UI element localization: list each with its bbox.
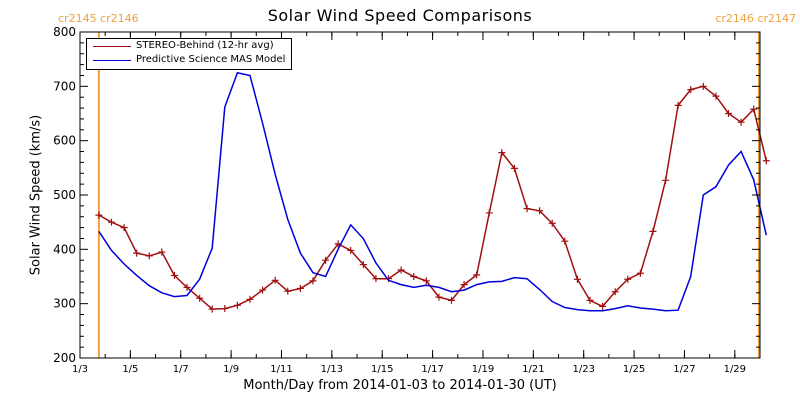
legend-item-stereo: STEREO-Behind (12-hr avg)	[87, 40, 291, 53]
data-point-stereo	[674, 101, 682, 109]
data-point-stereo	[611, 288, 619, 296]
data-point-stereo	[725, 110, 733, 117]
legend-label-mas: Predictive Science MAS Model	[136, 54, 286, 65]
x-tick-label: 1/17	[421, 364, 443, 375]
x-tick-label: 1/21	[522, 364, 544, 375]
data-point-stereo	[762, 157, 770, 165]
data-point-stereo	[447, 296, 455, 304]
data-point-stereo	[233, 301, 241, 309]
data-point-stereo	[460, 281, 468, 289]
data-point-stereo	[372, 275, 380, 283]
x-tick-label: 1/11	[270, 364, 292, 375]
data-point-stereo	[737, 118, 745, 126]
x-tick-label: 1/27	[673, 364, 695, 375]
x-tick-label: 1/29	[724, 364, 746, 375]
series-line-stereo	[98, 85, 768, 310]
carrington-label-left: cr2145 cr2146	[58, 12, 139, 25]
data-point-stereo	[120, 224, 128, 232]
legend-swatch-stereo	[93, 46, 131, 47]
data-point-stereo	[536, 207, 544, 215]
legend-label-stereo: STEREO-Behind (12-hr avg)	[136, 40, 274, 51]
series-line-mas	[98, 71, 768, 312]
data-point-stereo	[107, 218, 115, 226]
data-point-stereo	[586, 296, 594, 304]
x-tick-label: 1/5	[122, 364, 138, 375]
data-point-stereo	[309, 277, 317, 285]
x-tick-label: 1/19	[472, 364, 494, 375]
x-tick-label: 1/25	[623, 364, 645, 375]
data-point-stereo	[347, 246, 355, 254]
data-point-stereo	[322, 256, 330, 264]
y-tick-label: 500	[53, 188, 76, 202]
data-point-stereo	[599, 302, 607, 310]
data-point-stereo	[296, 284, 304, 292]
x-tick-label: 1/3	[72, 364, 88, 375]
x-tick-label: 1/15	[371, 364, 393, 375]
data-point-stereo	[435, 293, 443, 301]
carrington-label-right: cr2146 cr2147	[715, 12, 796, 25]
data-point-stereo	[221, 305, 229, 313]
data-point-stereo	[133, 249, 141, 257]
data-point-stereo	[561, 237, 569, 245]
data-point-stereo	[422, 277, 430, 285]
data-point-stereo	[170, 271, 178, 279]
data-point-stereo	[359, 261, 367, 269]
data-point-stereo	[397, 266, 405, 274]
y-tick-label: 700	[53, 79, 76, 93]
data-point-stereo	[284, 287, 292, 295]
y-tick-label: 600	[53, 134, 76, 148]
data-point-stereo	[498, 149, 506, 157]
data-point-stereo	[523, 205, 531, 213]
data-point-stereo	[196, 294, 204, 302]
data-point-stereo	[662, 176, 670, 184]
chart-title: Solar Wind Speed Comparisons	[267, 6, 533, 25]
data-point-stereo	[246, 295, 254, 303]
data-point-stereo	[510, 164, 518, 172]
x-axis-label: Month/Day from 2014-01-03 to 2014-01-30 …	[243, 378, 557, 393]
data-point-stereo	[699, 82, 707, 90]
data-point-stereo	[712, 92, 720, 100]
x-tick-label: 1/9	[223, 364, 239, 375]
legend-item-mas: Predictive Science MAS Model	[87, 54, 291, 67]
y-tick-label: 200	[53, 351, 76, 365]
data-point-stereo	[636, 269, 644, 277]
data-point-stereo	[473, 271, 481, 279]
data-point-stereo	[624, 275, 632, 283]
y-axis-label: Solar Wind Speed (km/s)	[28, 114, 44, 276]
data-point-stereo	[485, 209, 493, 217]
y-tick-label: 800	[53, 25, 76, 39]
legend-swatch-mas	[93, 60, 131, 61]
data-point-stereo	[208, 305, 216, 313]
data-point-stereo	[410, 273, 418, 280]
data-point-stereo	[548, 219, 556, 227]
x-tick-label: 1/7	[173, 364, 189, 375]
data-point-stereo	[259, 286, 267, 294]
data-point-stereo	[687, 86, 695, 94]
data-point-stereo	[145, 252, 153, 260]
y-tick-label: 400	[53, 242, 76, 256]
data-point-stereo	[573, 275, 581, 283]
data-point-stereo	[183, 283, 191, 291]
data-point-stereo	[158, 248, 166, 256]
data-point-stereo	[95, 211, 103, 219]
x-tick-label: 1/13	[321, 364, 343, 375]
legend: STEREO-Behind (12-hr avg) Predictive Sci…	[86, 38, 292, 70]
data-point-stereo	[271, 276, 279, 284]
data-point-stereo	[750, 105, 758, 113]
data-point-stereo	[649, 227, 657, 235]
x-tick-label: 1/23	[572, 364, 594, 375]
y-tick-label: 300	[53, 297, 76, 311]
